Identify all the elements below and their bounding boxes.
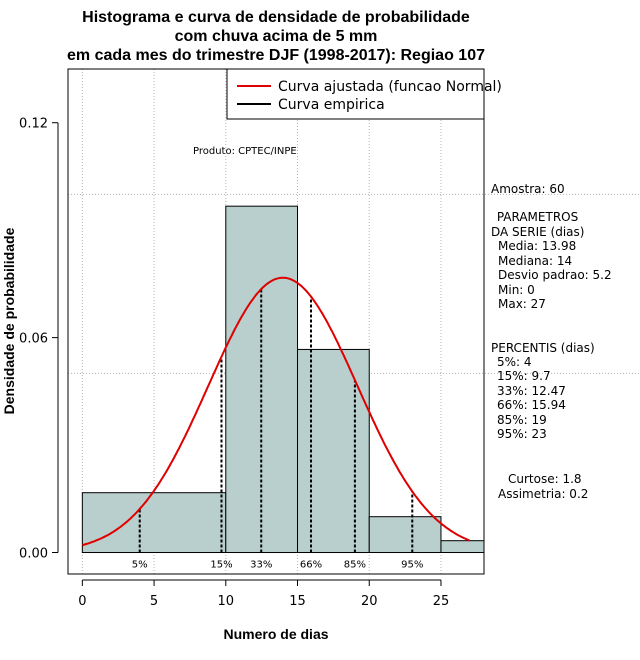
- percentile-markers: 5% 15% 33% 66% 85% 95%: [132, 289, 423, 571]
- percentiles-header: PERCENTIS (dias): [491, 341, 595, 355]
- param-sd: Desvio padrao: 5.2: [498, 268, 612, 282]
- x-tick-label: 10: [218, 594, 235, 609]
- chart-title-line-1: Histograma e curva de densidade de proba…: [82, 9, 470, 26]
- sample-size: Amostra: 60: [491, 182, 565, 196]
- legend-box: [226, 68, 485, 120]
- fitted-normal-curve: [82, 276, 471, 547]
- x-tick-label: 0: [78, 594, 86, 609]
- percentile-95: 95%: 23: [497, 427, 547, 441]
- kurtosis: Curtose: 1.8: [508, 472, 582, 486]
- percentile-33: 33%: 12.47: [497, 384, 566, 398]
- legend-label-empirical: Curva empirica: [278, 97, 385, 113]
- x-tick-label: 5: [150, 594, 158, 609]
- params-header-1: PARAMETROS: [493, 210, 578, 224]
- y-tick-label: 0.06: [19, 332, 48, 347]
- chart-title-line-3: em cada mes do trimestre DJF (1998-2017)…: [67, 47, 485, 64]
- percentile-5: 5%: 4: [497, 355, 532, 369]
- x-tick-label: 20: [361, 594, 378, 609]
- product-note: Produto: CPTEC/INPE: [193, 146, 297, 157]
- percentile-15: 15%: 9.7: [497, 369, 551, 383]
- percentile-label: 95%: [401, 560, 423, 571]
- x-axis-label: Numero de dias: [223, 626, 328, 642]
- histogram-bar: [368, 516, 442, 554]
- param-median: Mediana: 14: [498, 254, 572, 268]
- stats-panel: Amostra: 60 PARAMETROS DA SERIE (dias) M…: [491, 182, 612, 501]
- legend-label-fitted: Curva ajustada (funcao Normal): [278, 79, 502, 95]
- param-mean: Media: 13.98: [498, 239, 576, 253]
- percentile-label: 85%: [344, 560, 366, 571]
- y-tick-label: 0.00: [19, 547, 48, 562]
- param-max: Max: 27: [498, 297, 546, 311]
- axes: 0 5 10 15 20 25 0.00 0.06 0.12: [19, 117, 449, 609]
- skewness: Assimetria: 0.2: [498, 487, 588, 501]
- percentile-label: 66%: [300, 560, 322, 571]
- percentile-85: 85%: 19: [497, 413, 547, 427]
- histogram-bar: [440, 540, 485, 554]
- x-tick-label: 25: [433, 594, 450, 609]
- histogram-bars: [81, 205, 485, 554]
- y-tick-label: 0.12: [19, 117, 48, 132]
- histogram-bar: [297, 348, 370, 554]
- percentile-label: 33%: [250, 560, 272, 571]
- param-min: Min: 0: [498, 283, 535, 297]
- x-tick-label: 15: [289, 594, 306, 609]
- params-header-2: DA SERIE (dias): [491, 225, 584, 239]
- y-axis-label: Densidade de probabilidade: [1, 227, 17, 414]
- legend: Curva ajustada (funcao Normal) Curva emp…: [226, 68, 502, 120]
- chart-title-line-2: com chuva acima de 5 mm: [175, 28, 378, 45]
- percentile-label: 5%: [132, 560, 148, 571]
- percentile-label: 15%: [210, 560, 232, 571]
- fitted-curve-layer: [82, 276, 471, 547]
- histogram-bar: [81, 492, 227, 554]
- percentile-66: 66%: 15.94: [497, 398, 566, 412]
